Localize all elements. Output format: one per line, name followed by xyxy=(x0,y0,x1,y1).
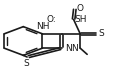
Text: O: O xyxy=(77,4,84,13)
Text: N: N xyxy=(71,44,78,53)
Text: SH: SH xyxy=(74,15,87,24)
Text: N: N xyxy=(65,44,71,53)
Text: S: S xyxy=(24,59,29,68)
Text: NH: NH xyxy=(36,22,50,31)
Text: O:: O: xyxy=(46,15,56,24)
Text: S: S xyxy=(99,29,105,38)
